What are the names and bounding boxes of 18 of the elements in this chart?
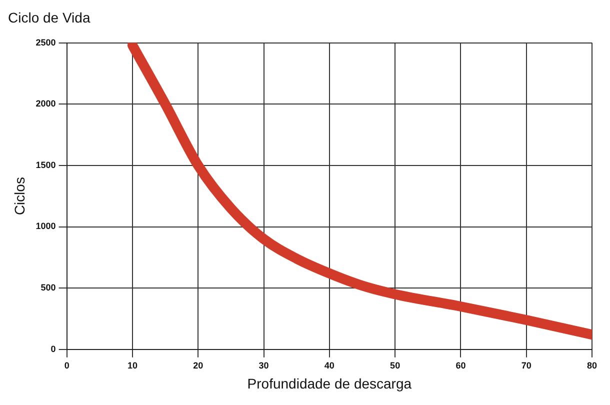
y-axis-title: Ciclos — [11, 177, 28, 216]
y-tick-label: 1000 — [36, 221, 56, 232]
y-tick-label: 2000 — [36, 98, 56, 109]
y-tick-label: 1500 — [36, 160, 56, 170]
x-tick-label: 10 — [127, 360, 138, 370]
x-tick-label: 20 — [193, 360, 204, 370]
x-axis-title: Profundidade de descarga — [247, 375, 412, 392]
x-tick-label: 30 — [258, 360, 269, 370]
x-tick-label: 60 — [456, 360, 466, 370]
x-tick-label: 70 — [521, 360, 532, 370]
y-tick-label: 0 — [50, 344, 56, 354]
x-tick-label: 50 — [390, 360, 400, 370]
x-tick-label: 80 — [586, 360, 598, 370]
y-tick-label: 500 — [40, 282, 56, 293]
y-tick-label: 2500 — [36, 37, 56, 48]
chart-title: Ciclo de Vida — [8, 9, 90, 26]
x-tick-label: 0 — [64, 360, 70, 370]
x-tick-label: 40 — [324, 360, 334, 370]
